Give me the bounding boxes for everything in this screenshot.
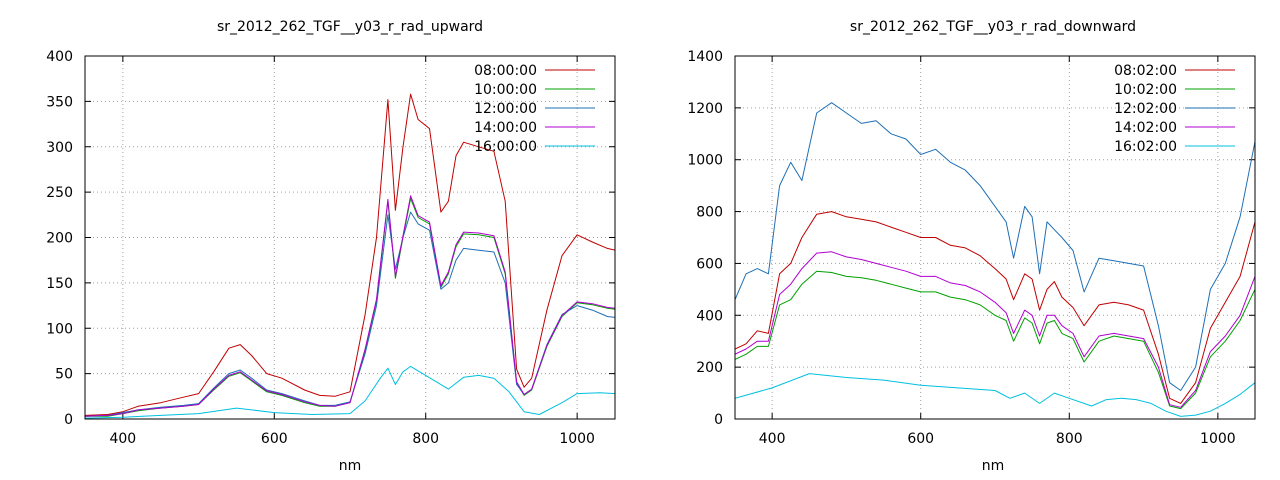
y-tick-label: 400	[46, 49, 73, 65]
x-tick-label: 400	[759, 431, 786, 447]
series-group	[735, 102, 1255, 417]
series-line-4	[85, 195, 615, 417]
series-line-3	[85, 211, 615, 417]
series-line-5	[735, 373, 1255, 417]
series-line-3	[735, 102, 1255, 391]
legend-label: 12:00:00	[474, 101, 537, 117]
series-line-4	[735, 251, 1255, 408]
x-axis-label: nm	[339, 458, 362, 474]
chart-title: sr_2012_262_TGF__y03_r_rad_upward	[217, 19, 483, 35]
legend: 08:00:00 10:00:00 12:00:00 14:00:00 16:00:00	[474, 63, 595, 155]
y-tick-label: 350	[46, 94, 73, 110]
y-tick-label: 100	[46, 321, 73, 337]
series-line-2	[85, 198, 615, 417]
x-axis-label: nm	[982, 458, 1005, 474]
legend-label: 14:00:00	[474, 120, 537, 136]
series-line-1	[735, 211, 1255, 404]
y-tick-label: 50	[55, 367, 73, 383]
y-tick-label: 200	[46, 231, 73, 247]
legend-label: 12:02:00	[1114, 101, 1177, 117]
chart-panel-1: sr_2012_262_TGF__y03_r_rad_upward 0 50 100 1…	[46, 19, 616, 474]
y-tick-label: 1000	[687, 153, 723, 169]
y-tick-label: 0	[714, 412, 723, 428]
y-tick-label: 600	[696, 256, 723, 272]
legend-label: 14:02:00	[1114, 120, 1177, 136]
series-line-2	[735, 270, 1255, 410]
y-tick-label: 0	[64, 412, 73, 428]
legend-label: 10:02:00	[1114, 82, 1177, 98]
y-tick-label: 1400	[687, 49, 723, 65]
series-line-1	[85, 93, 615, 416]
legend-label: 16:02:00	[1114, 139, 1177, 155]
legend-label: 08:02:00	[1114, 63, 1177, 79]
plot-frame	[734, 55, 1256, 420]
x-tick-label: 400	[109, 431, 136, 447]
plot-frame	[84, 55, 616, 420]
legend: 08:02:00 10:02:00 12:02:00 14:02:00 16:02:00	[1114, 63, 1235, 155]
y-tick-label: 1200	[687, 101, 723, 117]
x-tick-label: 600	[907, 431, 934, 447]
x-tick-label: 600	[261, 431, 288, 447]
series-group	[85, 93, 615, 419]
legend-label: 08:00:00	[474, 63, 537, 79]
y-tick-label: 200	[696, 360, 723, 376]
x-tick-label: 800	[412, 431, 439, 447]
legend-label: 16:00:00	[474, 139, 537, 155]
series-line-5	[85, 365, 615, 419]
y-tick-label: 250	[46, 185, 73, 201]
legend-label: 10:00:00	[474, 82, 537, 98]
y-tick-label: 800	[696, 205, 723, 221]
y-tick-label: 400	[696, 308, 723, 324]
y-tick-label: 150	[46, 276, 73, 292]
x-tick-label: 1000	[1200, 431, 1236, 447]
y-tick-label: 300	[46, 140, 73, 156]
x-tick-label: 800	[1056, 431, 1083, 447]
chart-panel-2: sr_2012_262_TGF__y03_r_rad_downward 0 200 4…	[687, 19, 1256, 474]
chart-title: sr_2012_262_TGF__y03_r_rad_downward	[850, 19, 1136, 35]
x-tick-label: 1000	[559, 431, 595, 447]
